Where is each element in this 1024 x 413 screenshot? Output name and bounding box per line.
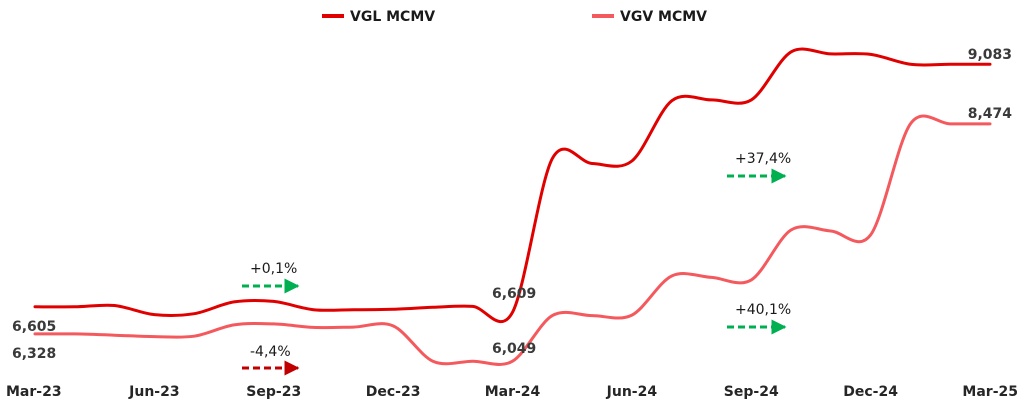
data-label-vgv-mar24: 6,049 (492, 341, 536, 357)
annotation-vgv-sep23: -4,4% (250, 344, 291, 360)
x-tick-label: Dec-24 (843, 384, 898, 400)
x-tick-label: Jun-24 (606, 384, 658, 400)
x-tick-label: Jun-23 (128, 384, 179, 400)
data-label-vgv-start: 6,328 (12, 346, 56, 362)
data-label-vgl-end: 9,083 (968, 47, 1012, 63)
annotation-vgl-sep23: +0,1% (250, 261, 297, 277)
data-label-vgv-end: 8,474 (968, 106, 1013, 122)
x-tick-label: Sep-23 (246, 384, 301, 400)
annotation-vgv-sep24: +40,1% (735, 302, 791, 318)
x-tick-label: Mar-25 (962, 384, 1018, 400)
legend-label-vgv: VGV MCMV (620, 9, 707, 25)
x-tick-label: Mar-24 (485, 384, 541, 400)
legend: VGL MCMV VGV MCMV (322, 9, 707, 25)
x-tick-label: Sep-24 (724, 384, 779, 400)
legend-label-vgl: VGL MCMV (350, 9, 435, 25)
x-tick-label: Mar-23 (6, 384, 62, 400)
annotation-vgl-sep24: +37,4% (735, 151, 791, 167)
series-line-vgv (33, 114, 992, 366)
x-tick-label: Dec-23 (366, 384, 421, 400)
data-label-vgl-start: 6,605 (12, 319, 56, 335)
series-line-vgl (33, 47, 992, 323)
x-axis-ticks: Mar-23 Jun-23 Sep-23 Dec-23 Mar-24 Jun-24 Sep-… (6, 384, 1018, 400)
data-label-vgl-mar24: 6,609 (492, 286, 536, 302)
